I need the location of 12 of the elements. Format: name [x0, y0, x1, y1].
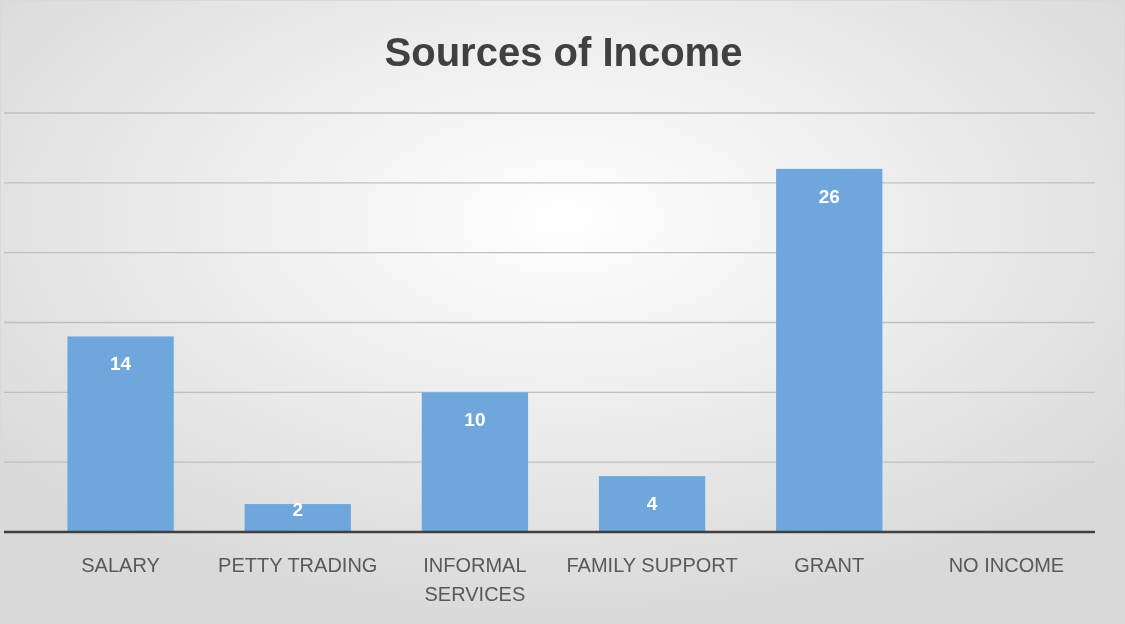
data-label: 2: [292, 499, 304, 520]
data-label: 10: [464, 409, 486, 431]
data-label: 14: [110, 353, 132, 375]
x-tick-label: NO INCOME: [948, 554, 1065, 576]
data-label: 4: [646, 493, 658, 515]
data-label: 26: [818, 185, 840, 207]
x-tick-label: FAMILY SUPPORT: [566, 554, 738, 576]
x-tick-label: INFORMAL SERVICES: [423, 554, 527, 605]
x-tick-label: GRANT: [794, 554, 865, 576]
chart-title: Sources of Income: [384, 30, 743, 74]
x-tick-label: SALARY: [81, 554, 160, 576]
x-tick-label: PETTY TRADING: [218, 554, 378, 576]
